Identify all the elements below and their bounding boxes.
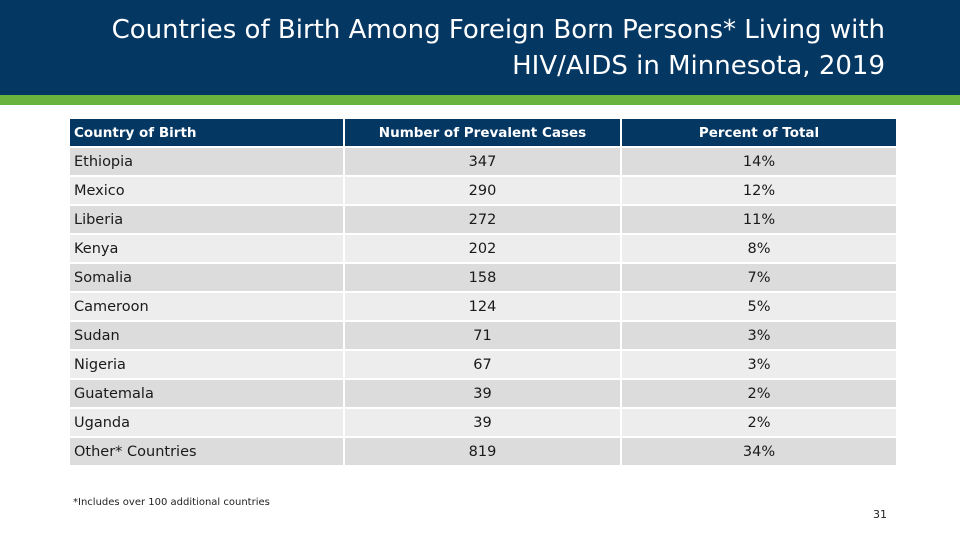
cases-cell: 272: [345, 206, 620, 233]
cases-cell: 39: [345, 380, 620, 407]
slide-title: Countries of Birth Among Foreign Born Pe…: [111, 15, 885, 81]
percent-cell: 14%: [622, 148, 896, 175]
cases-cell: 158: [345, 264, 620, 291]
table-row: Mexico 290 12%: [70, 177, 896, 204]
table-row: Nigeria 67 3%: [70, 351, 896, 378]
percent-cell: 5%: [622, 293, 896, 320]
cases-cell: 202: [345, 235, 620, 262]
cases-cell: 67: [345, 351, 620, 378]
percent-cell: 11%: [622, 206, 896, 233]
cases-cell: 819: [345, 438, 620, 465]
percent-cell: 7%: [622, 264, 896, 291]
country-cell: Cameroon: [70, 293, 343, 320]
percent-cell: 2%: [622, 409, 896, 436]
country-cell: Uganda: [70, 409, 343, 436]
table-row: Uganda 39 2%: [70, 409, 896, 436]
country-cell: Ethiopia: [70, 148, 343, 175]
country-cell: Mexico: [70, 177, 343, 204]
table-row: Somalia 158 7%: [70, 264, 896, 291]
table-row: Other* Countries 819 34%: [70, 438, 896, 465]
country-cell: Guatemala: [70, 380, 343, 407]
country-cell: Other* Countries: [70, 438, 343, 465]
percent-cell: 3%: [622, 322, 896, 349]
title-banner: Countries of Birth Among Foreign Born Pe…: [0, 0, 960, 95]
percent-cell: 8%: [622, 235, 896, 262]
cases-cell: 124: [345, 293, 620, 320]
table-row: Sudan 71 3%: [70, 322, 896, 349]
table-row: Ethiopia 347 14%: [70, 148, 896, 175]
cases-cell: 347: [345, 148, 620, 175]
table-row: Liberia 272 11%: [70, 206, 896, 233]
country-cell: Somalia: [70, 264, 343, 291]
country-cell: Nigeria: [70, 351, 343, 378]
country-cell: Sudan: [70, 322, 343, 349]
footnote: *Includes over 100 additional countries: [73, 497, 270, 508]
column-header-percent: Percent of Total: [622, 119, 896, 146]
percent-cell: 2%: [622, 380, 896, 407]
table-row: Cameroon 124 5%: [70, 293, 896, 320]
cases-cell: 71: [345, 322, 620, 349]
countries-table: Country of Birth Number of Prevalent Cas…: [68, 117, 898, 467]
column-header-cases: Number of Prevalent Cases: [345, 119, 620, 146]
table-header-row: Country of Birth Number of Prevalent Cas…: [70, 119, 896, 146]
table-row: Guatemala 39 2%: [70, 380, 896, 407]
percent-cell: 12%: [622, 177, 896, 204]
page-number: 31: [873, 508, 887, 521]
cases-cell: 290: [345, 177, 620, 204]
table-row: Kenya 202 8%: [70, 235, 896, 262]
country-cell: Kenya: [70, 235, 343, 262]
percent-cell: 3%: [622, 351, 896, 378]
column-header-country: Country of Birth: [70, 119, 343, 146]
country-cell: Liberia: [70, 206, 343, 233]
percent-cell: 34%: [622, 438, 896, 465]
cases-cell: 39: [345, 409, 620, 436]
accent-bar: [0, 95, 960, 105]
